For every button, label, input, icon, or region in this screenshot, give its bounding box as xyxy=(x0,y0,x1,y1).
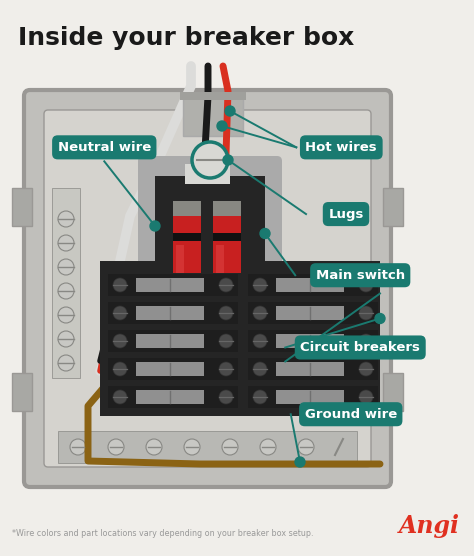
Circle shape xyxy=(253,362,267,376)
Bar xyxy=(276,278,344,292)
Circle shape xyxy=(253,278,267,292)
Circle shape xyxy=(150,221,160,231)
FancyBboxPatch shape xyxy=(138,156,282,311)
Circle shape xyxy=(146,439,162,455)
Bar xyxy=(136,334,204,348)
Circle shape xyxy=(260,229,270,239)
Circle shape xyxy=(219,390,233,404)
Text: Hot wires: Hot wires xyxy=(305,141,377,154)
Bar xyxy=(136,362,204,376)
Bar xyxy=(185,164,230,184)
Circle shape xyxy=(219,334,233,348)
Bar xyxy=(183,94,243,136)
Bar xyxy=(58,431,357,463)
Bar xyxy=(155,176,265,291)
Bar xyxy=(248,386,378,408)
Circle shape xyxy=(375,314,385,324)
Text: *Wire colors and part locations vary depending on your breaker box setup.: *Wire colors and part locations vary dep… xyxy=(12,529,313,538)
Circle shape xyxy=(58,331,74,347)
Bar xyxy=(108,302,238,324)
Text: Neutral wire: Neutral wire xyxy=(58,141,151,154)
Bar xyxy=(108,358,238,380)
Bar xyxy=(213,201,241,273)
Text: Circuit breakers: Circuit breakers xyxy=(301,341,420,354)
Bar xyxy=(108,386,238,408)
Circle shape xyxy=(223,155,233,165)
Circle shape xyxy=(295,457,305,467)
FancyBboxPatch shape xyxy=(24,90,391,487)
Circle shape xyxy=(359,390,373,404)
Bar xyxy=(248,358,378,380)
Circle shape xyxy=(58,283,74,299)
Circle shape xyxy=(253,306,267,320)
Bar xyxy=(136,306,204,320)
Bar xyxy=(276,306,344,320)
Circle shape xyxy=(260,439,276,455)
Circle shape xyxy=(219,306,233,320)
Bar xyxy=(12,188,32,226)
Circle shape xyxy=(184,439,200,455)
Circle shape xyxy=(70,439,86,455)
Bar xyxy=(248,330,378,352)
Bar xyxy=(173,201,201,273)
Circle shape xyxy=(113,278,127,292)
Circle shape xyxy=(225,106,235,116)
Text: Inside your breaker box: Inside your breaker box xyxy=(18,26,354,50)
Circle shape xyxy=(222,439,238,455)
Bar xyxy=(136,278,204,292)
Circle shape xyxy=(108,439,124,455)
FancyBboxPatch shape xyxy=(44,110,371,467)
Bar xyxy=(108,330,238,352)
Text: Ground wire: Ground wire xyxy=(305,408,397,421)
Circle shape xyxy=(113,390,127,404)
Bar xyxy=(216,245,224,273)
Text: Angi: Angi xyxy=(399,514,460,538)
Bar xyxy=(52,188,80,378)
Circle shape xyxy=(253,390,267,404)
Bar xyxy=(180,92,246,100)
Circle shape xyxy=(58,259,74,275)
Circle shape xyxy=(113,334,127,348)
Bar xyxy=(383,373,403,411)
Circle shape xyxy=(219,278,233,292)
Circle shape xyxy=(253,334,267,348)
Circle shape xyxy=(219,362,233,376)
Bar xyxy=(248,274,378,296)
Circle shape xyxy=(113,306,127,320)
Circle shape xyxy=(359,278,373,292)
Circle shape xyxy=(58,211,74,227)
Circle shape xyxy=(359,306,373,320)
Circle shape xyxy=(298,439,314,455)
Bar xyxy=(100,261,380,416)
Circle shape xyxy=(113,362,127,376)
Bar xyxy=(108,274,238,296)
Circle shape xyxy=(359,334,373,348)
Bar xyxy=(276,334,344,348)
Bar xyxy=(12,373,32,411)
Circle shape xyxy=(58,355,74,371)
Bar xyxy=(173,201,201,216)
Text: Lugs: Lugs xyxy=(328,207,364,221)
Text: Main switch: Main switch xyxy=(316,269,405,282)
Bar xyxy=(213,233,241,241)
Bar xyxy=(176,245,184,273)
Bar xyxy=(383,188,403,226)
Circle shape xyxy=(58,235,74,251)
Circle shape xyxy=(359,362,373,376)
Circle shape xyxy=(58,307,74,323)
Bar xyxy=(276,390,344,404)
Bar xyxy=(213,201,241,216)
Bar xyxy=(276,362,344,376)
Bar xyxy=(173,233,201,241)
Bar xyxy=(248,302,378,324)
Circle shape xyxy=(192,142,228,178)
Bar xyxy=(136,390,204,404)
Circle shape xyxy=(217,121,227,131)
